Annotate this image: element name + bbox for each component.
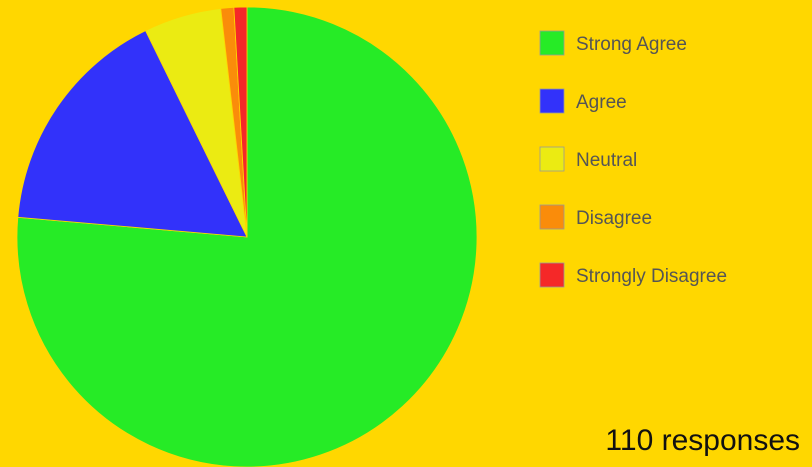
pie-slice-agree — [17, 30, 248, 238]
legend-label-strong-agree: Strong Agree — [576, 34, 687, 55]
legend-label-disagree: Disagree — [576, 208, 652, 229]
legend-swatch-disagree — [539, 204, 565, 230]
pie-slices — [16, 6, 478, 467]
legend-label-strongly-disagree: Strongly Disagree — [576, 266, 727, 287]
legend-label-agree: Agree — [576, 92, 627, 113]
legend-swatch-strongly-disagree — [539, 262, 565, 288]
legend-label-neutral: Neutral — [576, 150, 637, 171]
response-count-annotation: 110 responses — [605, 424, 800, 457]
legend-swatch-strong-agree — [539, 30, 565, 56]
legend: Strong Agree Agree Neutral Disagree Strongly… — [539, 30, 727, 288]
legend-swatch-agree — [539, 88, 565, 114]
pie-slice-strongly-disagree — [233, 6, 248, 238]
legend-swatch-neutral — [539, 146, 565, 172]
